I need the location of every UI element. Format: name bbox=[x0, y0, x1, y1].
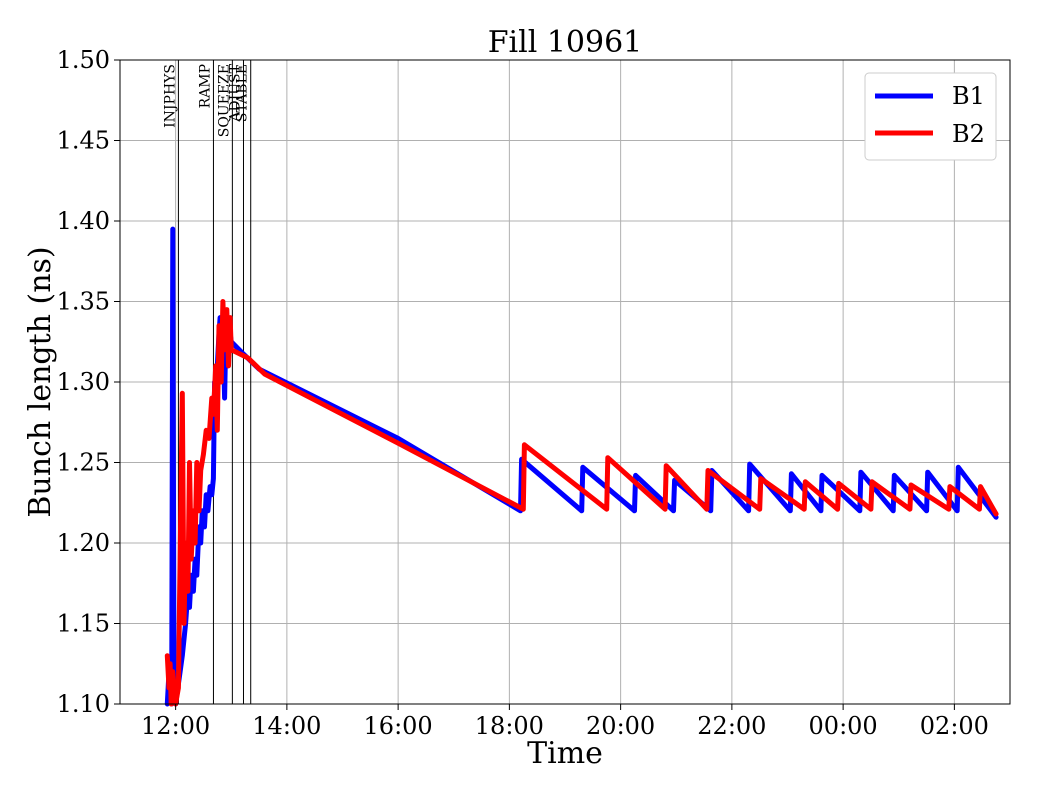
x-axis-label: Time bbox=[527, 736, 603, 771]
phase-label-stable: STABLE bbox=[235, 64, 251, 122]
chart-title: Fill 10961 bbox=[488, 25, 643, 60]
series-line-b1 bbox=[164, 226, 999, 707]
legend: B1 B2 bbox=[864, 72, 997, 161]
y-tick-label: 1.20 bbox=[57, 529, 110, 557]
x-tick-label: 14:00 bbox=[252, 712, 321, 740]
phase-label-ramp: RAMP bbox=[197, 64, 213, 108]
x-tick-label: 12:00 bbox=[141, 712, 210, 740]
legend-label-b2: B2 bbox=[952, 120, 985, 148]
y-tick-label: 1.35 bbox=[57, 288, 110, 316]
grid-lines bbox=[120, 59, 1010, 705]
x-tick-label: 20:00 bbox=[586, 712, 655, 740]
plot-frame bbox=[119, 59, 1011, 705]
y-axis-label: Bunch length (ns) bbox=[23, 246, 58, 517]
phase-label-squeeze: SQUEEZE bbox=[216, 64, 232, 137]
series-lines bbox=[164, 226, 999, 707]
y-tick-label: 1.40 bbox=[57, 207, 110, 235]
y-tick-label: 1.30 bbox=[57, 368, 110, 396]
x-tick-label: 18:00 bbox=[475, 712, 544, 740]
legend-label-b1: B1 bbox=[952, 82, 985, 110]
y-tick-label: 1.15 bbox=[57, 610, 110, 638]
y-tick-label: 1.50 bbox=[57, 46, 110, 74]
axis-ticks: 1.10 1.15 1.20 1.25 1.30 1.35 1.40 1.45 1.50 12:0… bbox=[57, 46, 989, 740]
phase-label-injphys: INJPHYS bbox=[162, 64, 178, 128]
x-tick-label: 00:00 bbox=[809, 712, 878, 740]
series-line-b2 bbox=[164, 299, 999, 707]
x-tick-label: 16:00 bbox=[364, 712, 433, 740]
y-tick-label: 1.25 bbox=[57, 449, 110, 477]
phase-label-adjust: ADJUST bbox=[227, 63, 243, 122]
y-tick-label: 1.45 bbox=[57, 127, 110, 155]
x-tick-label: 22:00 bbox=[697, 712, 766, 740]
y-tick-label: 1.10 bbox=[57, 690, 110, 718]
x-tick-label: 02:00 bbox=[920, 712, 989, 740]
